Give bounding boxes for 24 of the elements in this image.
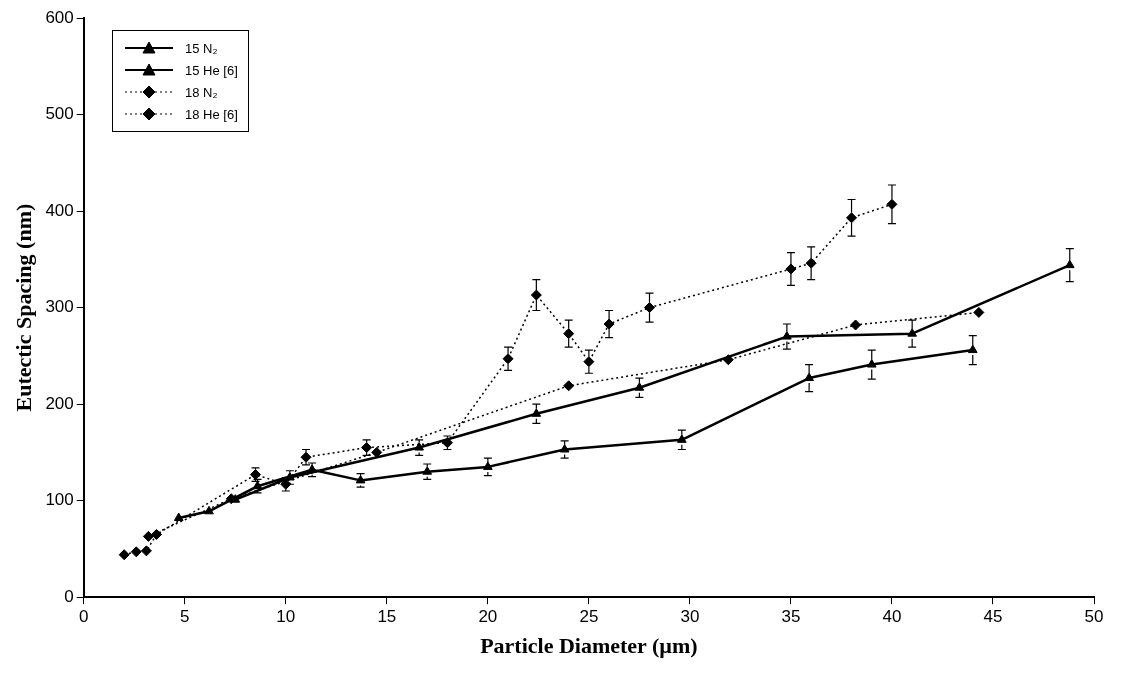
y-tick-label: 300 [45,297,74,317]
legend-label: 15 N₂ [185,40,218,56]
legend-label: 18 He [6] [185,106,238,122]
x-tick-label: 35 [781,607,801,627]
x-tick-label: 40 [882,607,902,627]
x-tick-label: 50 [1084,607,1104,627]
x-tick-label: 30 [680,607,700,627]
y-tick-label: 200 [45,393,74,413]
x-tick-label: 5 [180,607,190,627]
x-axis-title: Particle Diameter (µm) [480,633,698,659]
y-tick-label: 0 [64,586,74,606]
x-tick-label: 20 [478,607,498,627]
y-axis-title: Eutectic Spacing (nm) [10,203,36,412]
x-tick-label: 10 [276,607,296,627]
x-tick-label: 15 [377,607,397,627]
legend-label: 15 He [6] [185,62,238,78]
y-tick-label: 100 [45,490,74,510]
legend-label: 18 N₂ [185,84,218,100]
y-tick-label: 500 [45,104,74,124]
x-tick-label: 0 [79,607,89,627]
x-tick-label: 25 [579,607,599,627]
y-tick-label: 400 [45,200,74,220]
y-tick-label: 600 [45,7,74,27]
x-tick-label: 45 [983,607,1003,627]
